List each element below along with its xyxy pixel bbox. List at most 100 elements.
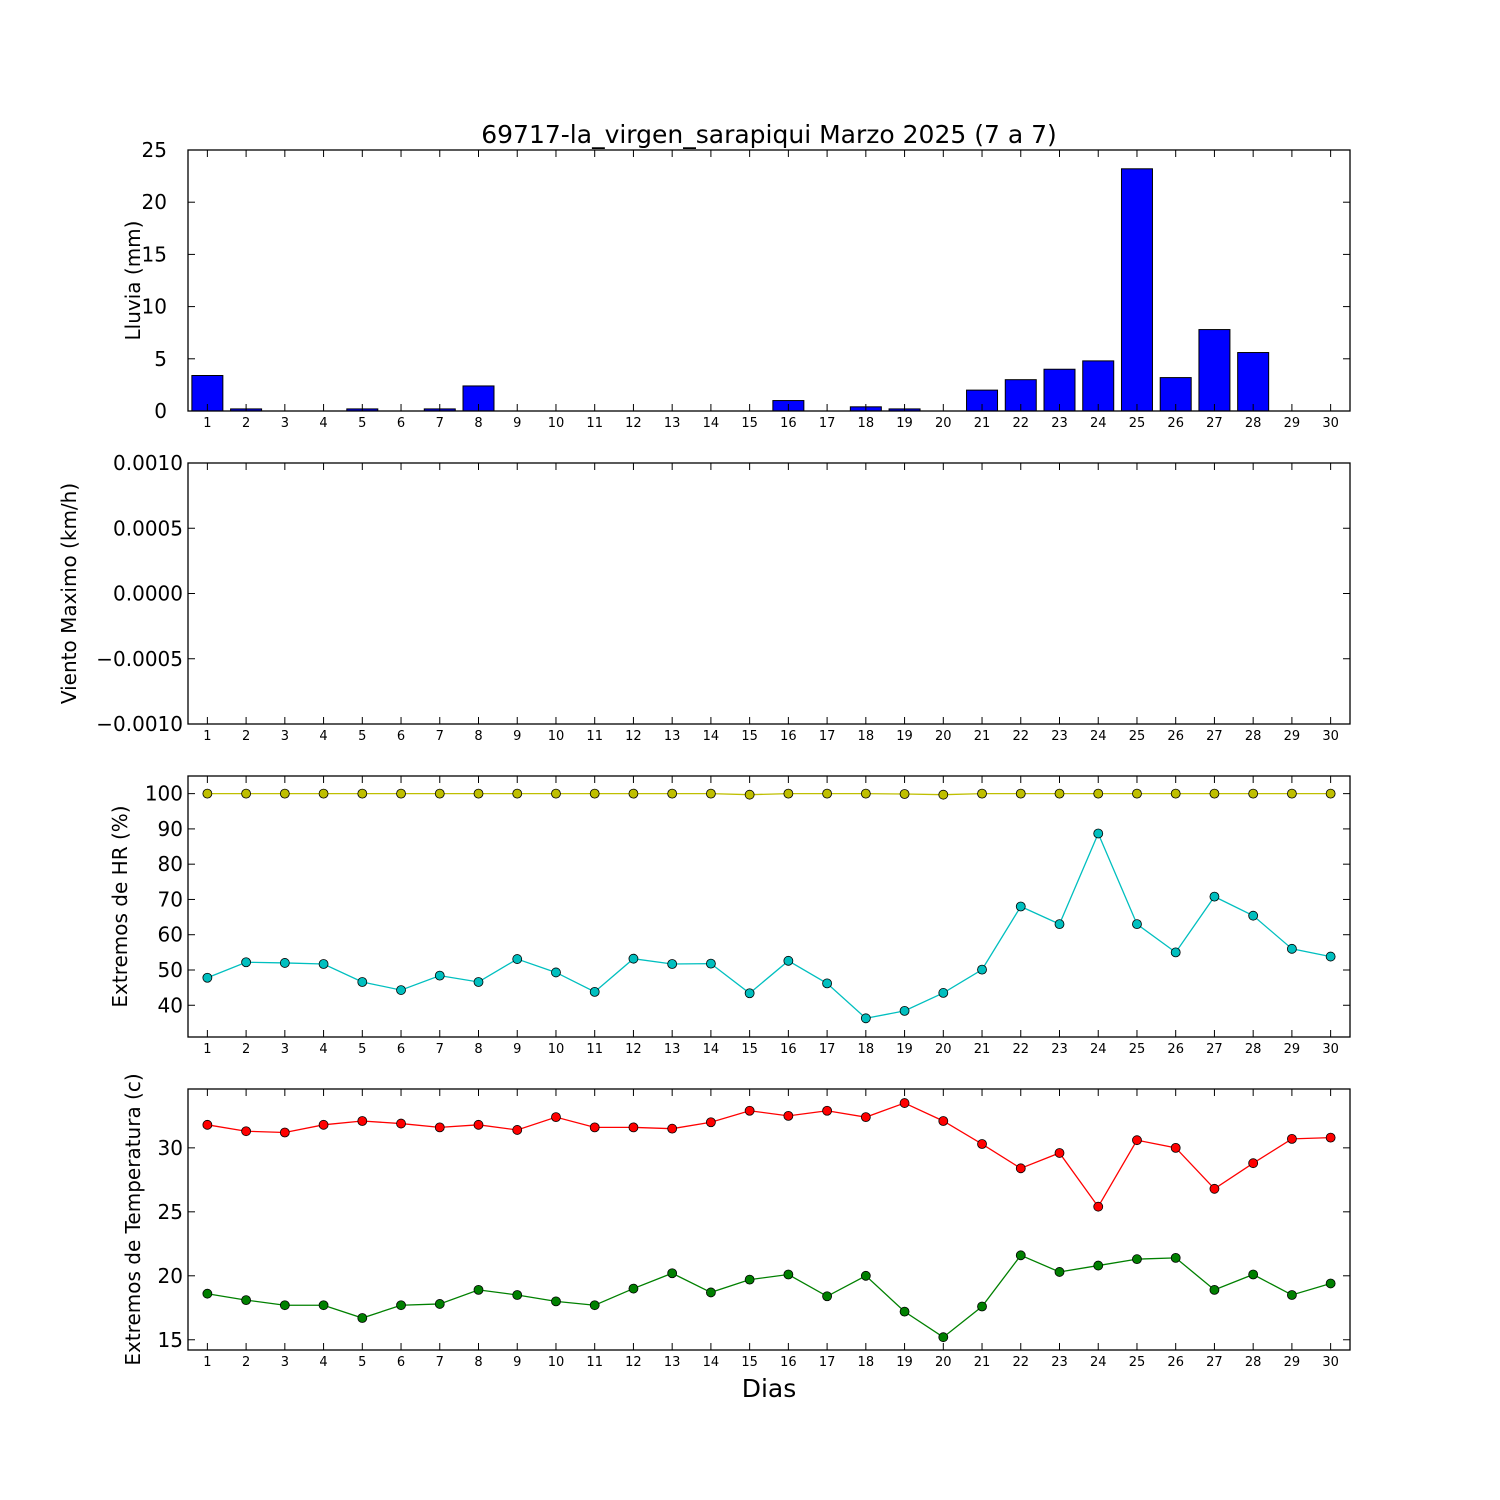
series-1-point <box>396 1118 406 1129</box>
series-1-point <box>318 788 329 799</box>
series-1-point <box>860 1112 871 1123</box>
x-tick-label: 8 <box>474 416 482 431</box>
x-tick-label: 4 <box>319 416 327 431</box>
x-tick-label: 2 <box>242 1355 250 1370</box>
series-2-point <box>1209 891 1220 902</box>
series-1-point <box>938 789 949 800</box>
chart-title: 69717-la_virgen_sarapiqui Marzo 2025 (7 … <box>481 120 1057 149</box>
y-tick-label: 15 <box>142 242 167 266</box>
x-tick-label: 5 <box>358 1042 366 1057</box>
series-2-point <box>860 1013 871 1024</box>
x-tick-label: 22 <box>1012 729 1029 744</box>
x-tick-label: 23 <box>1051 1042 1068 1057</box>
x-tick-label: 30 <box>1322 416 1339 431</box>
x-tick-label: 5 <box>358 1355 366 1370</box>
x-tick-label: 27 <box>1206 1042 1223 1057</box>
y-tick-label: 60 <box>158 923 183 947</box>
series-1-point <box>473 1119 484 1130</box>
series-2-point <box>938 1332 949 1343</box>
series-1-point <box>744 1105 755 1116</box>
x-tick-label: 3 <box>281 729 289 744</box>
series-1-point <box>899 789 910 799</box>
plot-frame <box>187 775 1351 1038</box>
y-tick-label: 15 <box>158 1328 183 1352</box>
x-tick-label: 12 <box>625 1355 642 1370</box>
y-axis-label: Viento Maximo (km/h) <box>57 483 81 704</box>
y-tick-label: 20 <box>158 1264 183 1288</box>
x-tick-label: 9 <box>513 1042 521 1057</box>
x-tick-label: 18 <box>858 416 875 431</box>
series-1-point <box>396 788 406 799</box>
x-tick-label: 23 <box>1051 1355 1068 1370</box>
x-tick-label: 24 <box>1090 1042 1107 1057</box>
series-1-point <box>744 789 755 800</box>
series-2-point <box>744 1274 755 1285</box>
series-1-point <box>589 1122 600 1133</box>
y-tick-label: 40 <box>158 993 183 1017</box>
x-tick-label: 24 <box>1090 1355 1107 1370</box>
x-tick-label: 6 <box>397 1042 405 1057</box>
series-1-point <box>822 788 832 799</box>
series-1-point <box>667 788 678 799</box>
x-tick-label: 16 <box>780 1042 797 1057</box>
series-2-point <box>744 988 755 999</box>
series-1-point <box>279 1127 290 1138</box>
x-tick-label: 15 <box>741 1042 758 1057</box>
x-tick-label: 27 <box>1206 416 1223 431</box>
series-1-point <box>1325 1132 1336 1143</box>
x-tick-label: 29 <box>1284 1042 1301 1057</box>
series-2-point <box>1287 1290 1297 1300</box>
series-1-point <box>1054 788 1065 799</box>
series-2-point <box>1093 1260 1104 1271</box>
series-2-point <box>241 957 252 968</box>
series-1-point <box>202 788 213 799</box>
x-tick-label: 22 <box>1012 1042 1029 1057</box>
series-2-point <box>241 1295 252 1306</box>
series-1-point <box>706 1117 716 1128</box>
x-tick-label: 10 <box>548 729 565 744</box>
series-2-point <box>279 958 290 968</box>
x-tick-label: 15 <box>741 1355 758 1370</box>
x-tick-label: 25 <box>1129 1355 1146 1370</box>
x-tick-label: 4 <box>319 729 327 744</box>
series-1-point <box>1287 1133 1297 1144</box>
x-tick-label: 10 <box>548 1355 565 1370</box>
series-1-point <box>667 1123 678 1134</box>
series-1-point <box>551 788 561 799</box>
y-tick-label: 0.0000 <box>113 582 183 606</box>
series-2-point <box>938 988 949 998</box>
x-tick-label: 11 <box>586 416 603 431</box>
series-2-point <box>473 977 484 987</box>
x-tick-label: 28 <box>1245 1042 1262 1057</box>
series-1-point <box>473 788 484 799</box>
x-tick-label: 2 <box>242 416 250 431</box>
x-tick-label: 12 <box>625 416 642 431</box>
x-tick-label: 1 <box>203 416 211 431</box>
x-tick-label: 10 <box>548 1042 565 1057</box>
x-tick-label: 24 <box>1090 729 1107 744</box>
plot-frame <box>187 462 1351 725</box>
x-tick-label: 29 <box>1284 729 1301 744</box>
x-tick-label: 25 <box>1129 416 1146 431</box>
x-tick-label: 13 <box>664 1355 681 1370</box>
series-2-point <box>1209 1284 1220 1295</box>
series-1-point <box>1093 788 1104 799</box>
y-tick-label: 10 <box>142 295 167 319</box>
y-tick-label: 80 <box>158 852 183 876</box>
series-1-point <box>241 1126 252 1137</box>
series-1-point <box>1015 1163 1026 1174</box>
series-1-point <box>589 788 600 799</box>
series-1-point <box>1248 1158 1259 1169</box>
x-tick-label: 12 <box>625 729 642 744</box>
x-tick-label: 8 <box>474 1042 482 1057</box>
x-tick-label: 26 <box>1167 1355 1184 1370</box>
series-2-point <box>1170 1252 1181 1263</box>
x-tick-label: 28 <box>1245 1355 1262 1370</box>
x-tick-label: 14 <box>703 416 720 431</box>
rain-bar <box>1120 168 1153 412</box>
series-1-point <box>357 1116 368 1126</box>
series-2-point <box>202 972 213 983</box>
series-2-point <box>512 954 523 964</box>
y-tick-label: 0.0005 <box>113 516 183 540</box>
